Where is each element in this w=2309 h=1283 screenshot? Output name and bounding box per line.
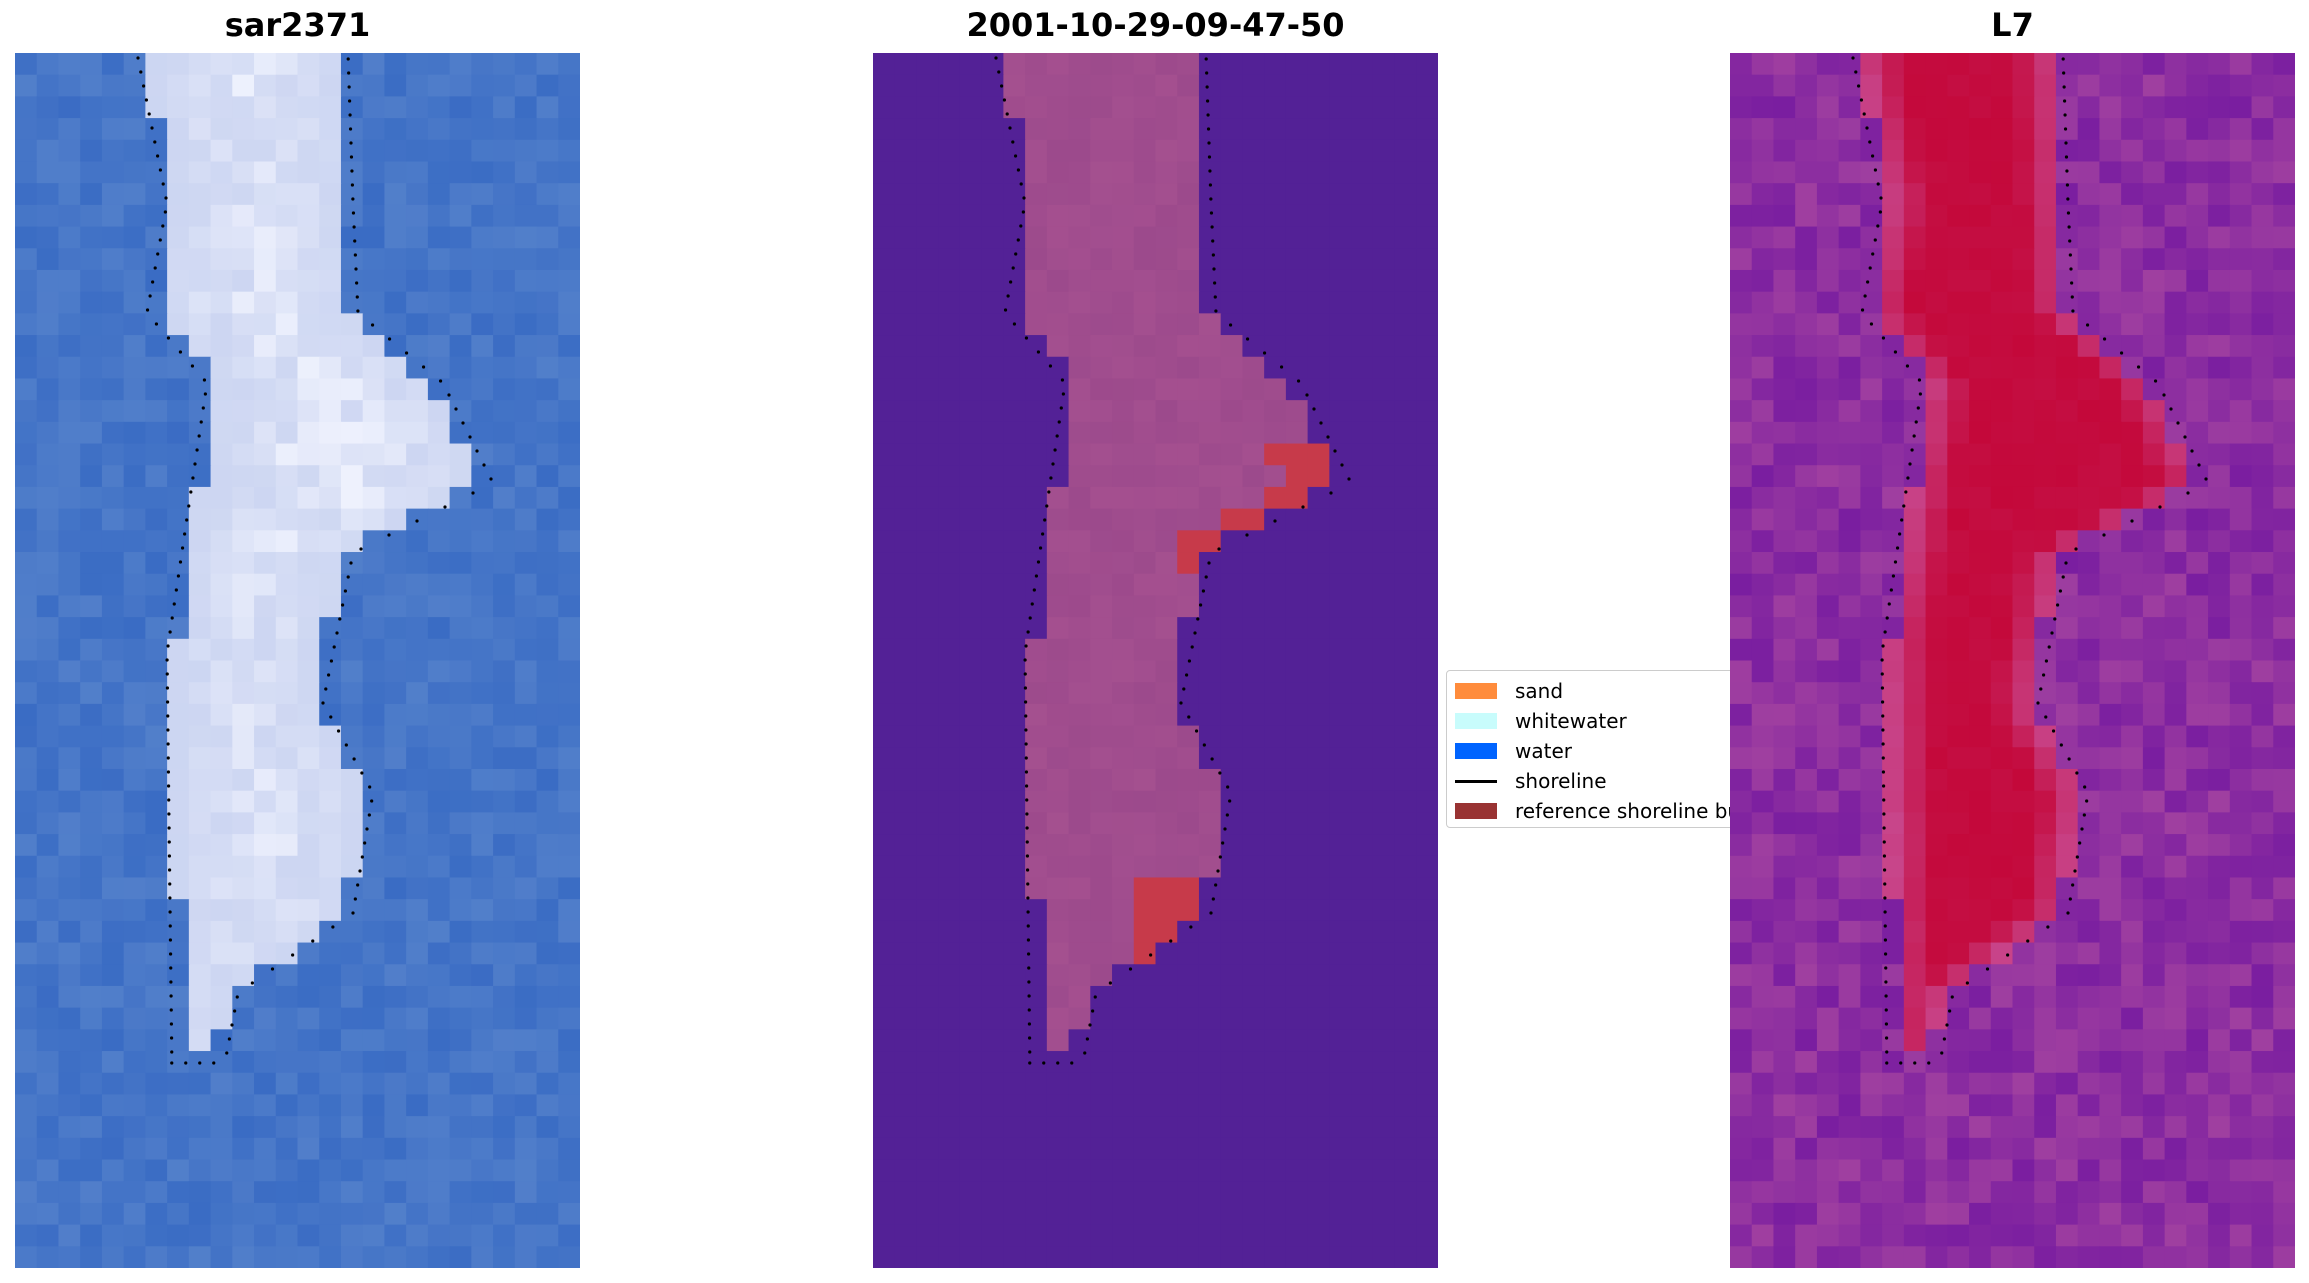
index-image <box>1730 53 2295 1268</box>
legend-item-whitewater: whitewater <box>1455 709 1627 733</box>
legend-label: shoreline <box>1515 769 1607 793</box>
legend-label: sand <box>1515 679 1564 703</box>
index-image-panel <box>1730 53 2295 1268</box>
panel-title-classification: 2001-10-29-09-47-50 <box>966 6 1345 44</box>
legend-item-shoreline: shoreline <box>1455 769 1607 793</box>
legend-line-shoreline <box>1455 779 1497 783</box>
legend-swatch-sand <box>1455 683 1497 699</box>
classification-panel <box>873 53 1438 1268</box>
legend-swatch-water <box>1455 743 1497 759</box>
rgb-image <box>15 53 580 1268</box>
rgb-image-panel <box>15 53 580 1268</box>
shoreline-trace <box>994 56 1351 1065</box>
legend-label: water <box>1515 739 1572 763</box>
legend-item-reference-buffer: reference shoreline buffer <box>1455 799 1745 823</box>
classified-image <box>873 53 1438 1268</box>
legend-label: whitewater <box>1515 709 1627 733</box>
panel-title-rgb: sar2371 <box>224 6 371 44</box>
legend-swatch-reference-buffer <box>1455 803 1497 819</box>
shoreline-trace <box>1851 56 2208 1065</box>
shoreline-trace <box>136 56 493 1065</box>
legend-label: reference shoreline buffer <box>1515 799 1745 823</box>
panel-title-index: L7 <box>1991 6 2034 44</box>
legend: sand whitewater water shoreline referenc… <box>1446 670 1746 828</box>
legend-item-water: water <box>1455 739 1572 763</box>
legend-swatch-whitewater <box>1455 713 1497 729</box>
legend-item-sand: sand <box>1455 679 1564 703</box>
